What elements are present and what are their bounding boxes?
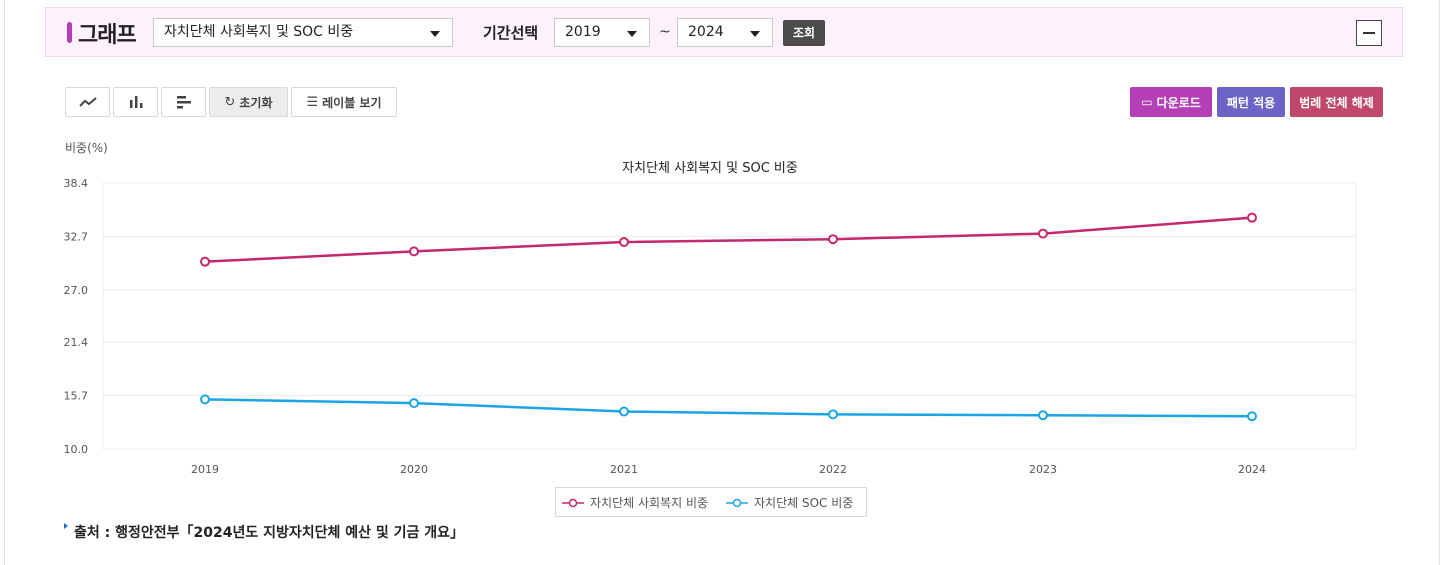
x-tick-label: 2019 — [191, 463, 219, 476]
show-labels-label: 레이블 보기 — [322, 95, 382, 110]
show-labels-button[interactable]: ☰ 레이블 보기 — [291, 87, 397, 117]
source-marker-icon — [64, 523, 68, 529]
chart-grid — [102, 182, 1357, 450]
y-tick-label: 38.4 — [64, 177, 89, 190]
chart-legend: 자치단체 사회복지 비중 자치단체 SOC 비중 — [555, 487, 867, 517]
x-tick-label: 2024 — [1238, 463, 1266, 476]
data-point[interactable] — [619, 237, 629, 248]
y-tick-label: 27.0 — [64, 284, 89, 297]
series-line-soc — [204, 398, 1253, 418]
apply-pattern-label: 패턴 적용 — [1226, 95, 1276, 110]
range-separator: ~ — [659, 24, 671, 40]
data-point[interactable] — [619, 406, 629, 417]
chevron-down-icon — [430, 31, 440, 37]
download-button[interactable]: ▭ 다운로드 — [1130, 87, 1212, 117]
lookup-button[interactable]: 조회 — [783, 20, 825, 46]
indicator-select[interactable]: 자치단체 사회복지 및 SOC 비중 — [153, 18, 453, 47]
x-tick-label: 2021 — [610, 463, 638, 476]
period-label: 기간선택 — [483, 24, 539, 42]
apply-pattern-button[interactable]: 패턴 적용 — [1217, 87, 1285, 117]
data-point[interactable] — [1247, 411, 1257, 422]
data-point[interactable] — [200, 256, 210, 267]
y-tick-label: 21.4 — [64, 336, 89, 349]
download-label: 다운로드 — [1156, 95, 1201, 110]
page-frame — [4, 0, 1440, 565]
y-tick-label: 15.7 — [64, 390, 89, 403]
legend-line-marker-icon — [562, 498, 584, 507]
reset-label: 초기화 — [239, 95, 273, 110]
series-line-welfare — [204, 216, 1253, 263]
x-tick-label: 2022 — [819, 463, 847, 476]
data-point[interactable] — [828, 409, 838, 420]
minus-icon — [1363, 32, 1375, 34]
chart-series — [200, 212, 1257, 422]
chart-title: 자치단체 사회복지 및 SOC 비중 — [622, 161, 798, 176]
y-tick-label: 32.7 — [64, 230, 89, 243]
source-note: 출처 : 행정안전부「2024년도 지방자치단체 예산 및 기금 개요」 — [64, 522, 464, 542]
source-text: 출처 : 행정안전부「2024년도 지방자치단체 예산 및 기금 개요」 — [74, 525, 465, 541]
title-accent-bar — [67, 22, 72, 43]
end-year-select[interactable]: 2024 — [677, 18, 773, 47]
refresh-icon: ↻ — [224, 94, 236, 110]
start-year-select[interactable]: 2019 — [554, 18, 650, 47]
book-icon: ▭ — [1141, 95, 1153, 109]
y-tick-label: 10.0 — [64, 443, 89, 456]
chevron-down-icon — [750, 31, 760, 37]
section-title: 그래프 — [78, 23, 137, 48]
data-point[interactable] — [409, 246, 419, 257]
start-year-value: 2019 — [565, 24, 601, 40]
legend-item-soc[interactable]: 자치단체 SOC 비중 — [726, 494, 853, 511]
legend-item-welfare[interactable]: 자치단체 사회복지 비중 — [562, 494, 708, 511]
horizontal-bar-chart-button[interactable] — [161, 87, 206, 117]
data-point[interactable] — [828, 234, 838, 245]
chevron-down-icon — [627, 31, 637, 37]
legend-label-soc: 자치단체 SOC 비중 — [754, 496, 854, 510]
bar-chart-button[interactable] — [113, 87, 158, 117]
line-chart-button[interactable] — [65, 87, 110, 117]
bar-chart-icon — [129, 96, 142, 108]
end-year-value: 2024 — [688, 24, 724, 40]
y-axis-label: 비중(%) — [65, 141, 108, 155]
chart-axes: 10.0 15.7 21.4 27.0 32.7 38.4 2019 2020 2021 2022… — [64, 177, 1267, 476]
reset-button[interactable]: ↻ 초기화 — [209, 87, 288, 117]
legend-line-marker-icon — [726, 498, 748, 507]
data-point[interactable] — [1247, 212, 1257, 223]
graph-header-panel: 그래프 자치단체 사회복지 및 SOC 비중 기간선택 2019 ~ 2024 … — [45, 7, 1403, 57]
horizontal-bar-icon — [176, 96, 191, 109]
data-point[interactable] — [409, 398, 419, 409]
clear-legend-label: 범례 전체 해제 — [1299, 95, 1374, 110]
data-point[interactable] — [1038, 410, 1048, 421]
data-point[interactable] — [200, 394, 210, 405]
x-tick-label: 2020 — [400, 463, 428, 476]
collapse-button[interactable] — [1356, 20, 1382, 46]
line-chart-icon — [78, 97, 97, 107]
list-icon: ☰ — [306, 94, 319, 110]
indicator-select-value: 자치단체 사회복지 및 SOC 비중 — [164, 24, 354, 40]
x-tick-label: 2023 — [1029, 463, 1057, 476]
clear-legend-button[interactable]: 범례 전체 해제 — [1290, 87, 1383, 117]
legend-label-welfare: 자치단체 사회복지 비중 — [590, 496, 709, 510]
data-point[interactable] — [1038, 228, 1048, 239]
